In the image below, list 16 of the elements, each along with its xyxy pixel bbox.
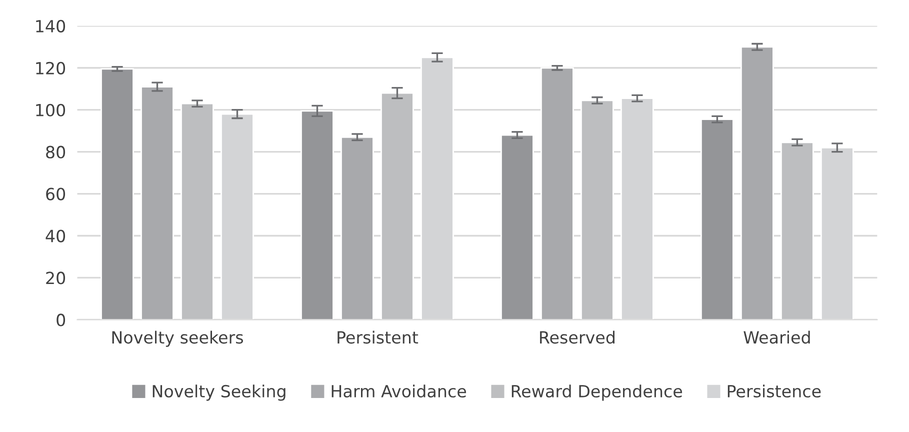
y-tick-label: 20 [46,272,66,284]
y-tick-label: 120 [36,62,66,74]
x-tick-label: Wearied [744,330,810,344]
legend-label: Persistence [728,384,821,398]
y-tick-label: 40 [46,230,66,242]
legend-label: Novelty Seeking [152,384,286,401]
legend-label: Harm Avoidance [332,384,466,398]
y-tick-label: 0 [56,314,66,326]
x-tick-label: Novelty seekers [112,330,244,347]
legend-label: Reward Dependence [512,384,682,401]
x-tick-label: Persistent [338,330,418,344]
y-tick-label: 80 [46,146,66,158]
y-tick-label: 100 [36,104,66,116]
x-tick-label: Reserved [540,330,614,344]
y-tick-label: 140 [36,20,66,32]
y-tick-label: 60 [46,188,66,200]
